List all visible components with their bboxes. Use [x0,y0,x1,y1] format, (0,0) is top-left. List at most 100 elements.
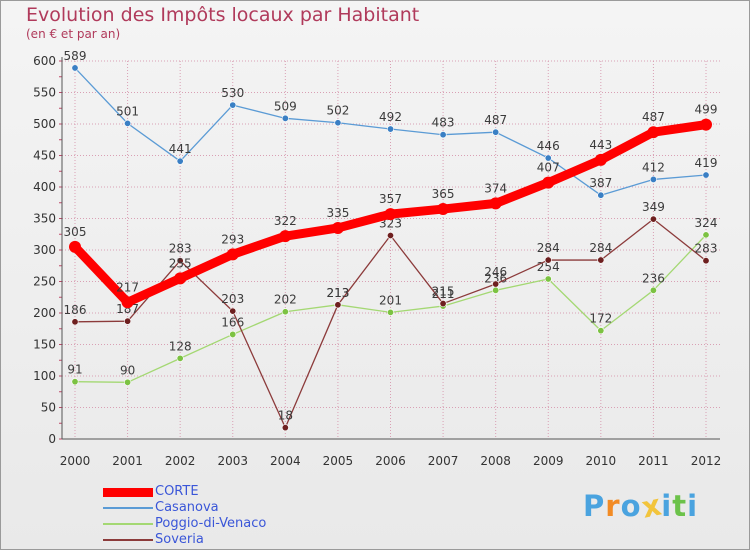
data-point-corte [174,272,187,285]
chart-title: Evolution des Impôts locaux par Habitant [26,4,420,26]
x-tick-label: 2003 [217,454,248,468]
data-label-casanova: 589 [64,49,87,63]
legend-swatch-corte [103,488,153,497]
proxiti-logo: Proxiti [583,487,698,524]
data-point-poggio-di-venaco [649,286,657,294]
data-label-poggio-di-venaco: 211 [432,287,455,301]
legend-label-soveria: Soveria [155,532,204,547]
data-label-soveria: 213 [326,286,349,300]
legend-label-poggio-di-venaco: Poggio-di-Venaco [155,516,267,531]
logo-letter: P [583,489,606,523]
data-point-soveria [597,256,605,264]
data-label-casanova: 483 [432,116,455,130]
x-tick-label: 2010 [586,454,617,468]
data-point-casanova [229,101,237,109]
data-point-casanova [281,114,289,122]
y-tick-label: 300 [33,243,56,257]
data-point-casanova [597,191,605,199]
data-point-poggio-di-venaco [229,330,237,338]
data-label-poggio-di-venaco: 172 [589,312,612,326]
legend-swatch-casanova [103,507,153,509]
data-label-corte: 374 [484,181,507,195]
data-label-poggio-di-venaco: 254 [537,260,560,274]
data-point-poggio-di-venaco [544,275,552,283]
data-label-casanova: 509 [274,99,297,113]
data-point-soveria [71,318,79,326]
data-point-casanova [334,119,342,127]
data-label-casanova: 530 [221,86,244,100]
x-tick-label: 2004 [270,454,301,468]
data-label-corte: 217 [116,280,139,294]
data-label-casanova: 487 [484,113,507,127]
y-tick-label: 450 [33,149,56,163]
data-label-casanova: 419 [695,156,718,170]
x-tick-label: 2006 [375,454,406,468]
data-point-poggio-di-venaco [124,378,132,386]
data-point-poggio-di-venaco [281,308,289,316]
y-tick-label: 50 [41,401,56,415]
data-label-soveria: 284 [589,241,612,255]
data-label-poggio-di-venaco: 90 [120,363,135,377]
x-tick-label: 2011 [638,454,669,468]
data-label-casanova: 441 [169,142,192,156]
data-label-soveria: 215 [432,285,455,299]
data-label-casanova: 492 [379,110,402,124]
data-label-soveria: 186 [64,303,87,317]
data-point-soveria [334,301,342,309]
data-point-corte [542,176,555,189]
y-tick-label: 250 [33,275,56,289]
data-point-soveria [281,424,289,432]
data-point-corte [121,296,134,309]
data-point-casanova [386,125,394,133]
data-label-casanova: 501 [116,104,139,118]
data-point-poggio-di-venaco [176,354,184,362]
logo-letter: i [661,489,673,523]
data-point-casanova [492,128,500,136]
data-point-corte [647,126,660,139]
data-label-corte: 322 [274,214,297,228]
data-point-casanova [439,131,447,139]
logo-letter: o [620,489,642,523]
data-point-soveria [386,232,394,240]
data-label-poggio-di-venaco: 324 [695,216,718,230]
data-point-corte [489,197,502,210]
data-point-poggio-di-venaco [492,286,500,294]
y-tick-label: 150 [33,338,56,352]
data-point-soveria [176,257,184,265]
data-point-corte [700,118,712,131]
y-tick-label: 350 [33,212,56,226]
data-point-soveria [229,307,237,315]
y-tick-label: 0 [48,432,56,446]
data-point-corte [226,248,239,261]
data-point-casanova [176,157,184,165]
chart-subtitle: (en € et par an) [26,27,121,41]
data-point-soveria [439,300,447,308]
data-point-corte [279,230,292,243]
data-point-soveria [544,256,552,264]
data-label-soveria: 246 [484,265,507,279]
x-tick-label: 2012 [691,454,722,468]
data-label-corte: 407 [537,161,560,175]
data-label-soveria: 203 [221,292,244,306]
data-point-poggio-di-venaco [702,231,710,239]
data-label-poggio-di-venaco: 128 [169,339,192,353]
data-label-poggio-di-venaco: 236 [642,271,665,285]
legend-swatch-soveria [103,539,153,541]
data-point-poggio-di-venaco [597,327,605,335]
data-label-corte: 365 [432,187,455,201]
y-tick-label: 400 [33,180,56,194]
data-point-poggio-di-venaco [386,308,394,316]
data-point-corte [69,240,81,253]
data-point-corte [594,153,607,166]
x-tick-label: 2002 [165,454,196,468]
data-label-soveria: 283 [695,242,718,256]
data-point-poggio-di-venaco [71,378,79,386]
data-point-soveria [124,317,132,325]
data-point-soveria [649,215,657,223]
data-point-casanova [124,119,132,127]
y-tick-label: 600 [33,54,56,68]
data-label-poggio-di-venaco: 166 [221,315,244,329]
y-tick-label: 200 [33,306,56,320]
